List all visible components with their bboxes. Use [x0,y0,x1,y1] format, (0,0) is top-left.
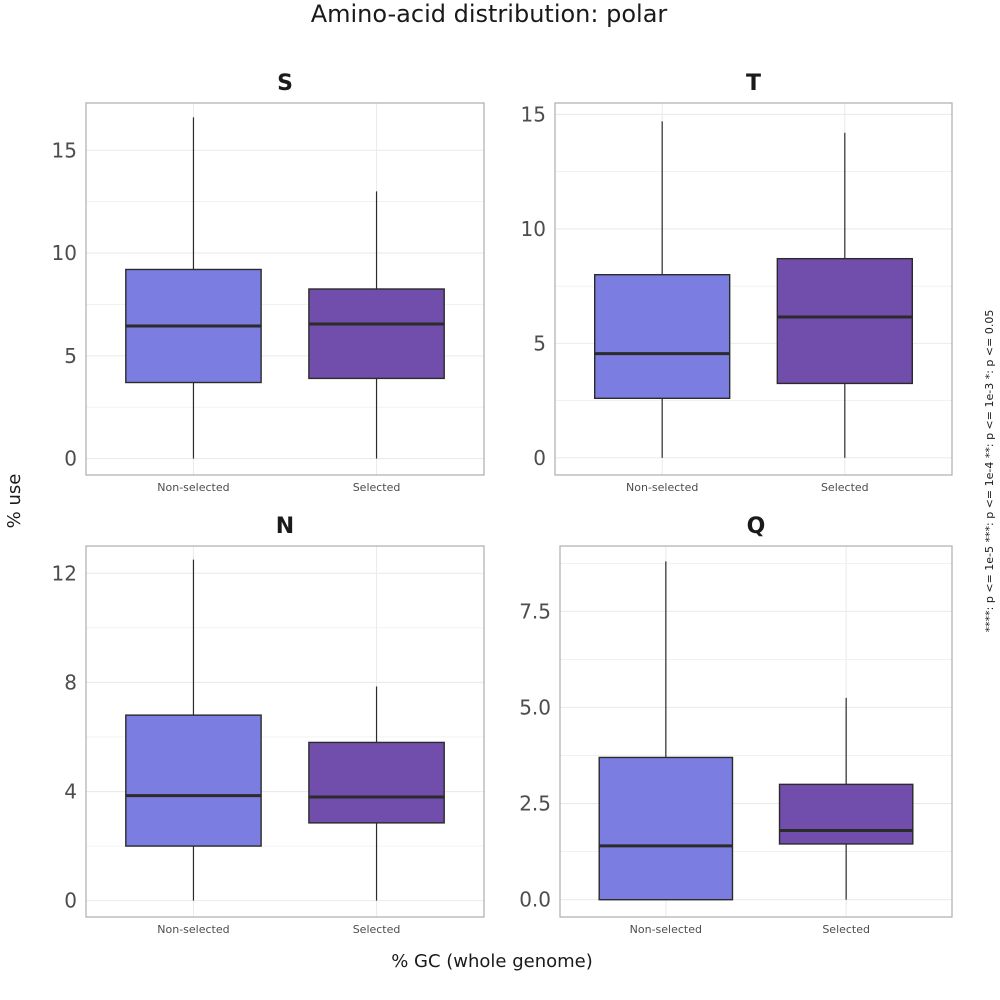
facet-title: N [276,514,294,539]
chart-title: Amino-acid distribution: polar [311,0,668,28]
y-tick-label: 10 [52,241,77,265]
facet-panel-N: 0 4 8 12 Non-selected Selected N [52,514,485,936]
y-tick-label: 10 [521,217,546,241]
box-non-selected [598,756,734,901]
y-tick-label: 5 [533,331,546,355]
x-tick-label: Selected [822,923,870,936]
y-tick-label: 7.5 [519,599,551,623]
panel-border [85,545,485,918]
y-tick-label: 5 [64,344,77,368]
panel-border [554,102,953,476]
x-tick-label: Non-selected [630,923,702,936]
facet-title: S [277,71,293,96]
box-non-selected [125,714,262,847]
facet-title: Q [747,514,766,539]
y-tick-label: 0 [64,447,77,471]
y-tick-label: 0 [64,889,77,913]
x-tick-label: Non-selected [626,481,698,494]
facet-panel-T: 0 5 10 15 Non-selected Selected T [521,71,953,494]
panel-border [85,102,485,476]
facet-title: T [746,71,761,96]
x-tick-label: Non-selected [157,481,229,494]
y-tick-label: 0 [533,446,546,470]
significance-note: ****: p <= 1e-5 ***: p <= 1e-4 **: p <= … [983,310,996,633]
box-non-selected [594,273,731,400]
box-selected [776,257,914,385]
x-tick-label: Non-selected [157,923,229,936]
y-axis-label: % use [4,474,25,529]
y-tick-label: 8 [64,670,77,694]
box-selected [308,741,445,824]
facet-panel-Q: 0.0 2.5 5.0 7.5 Non-selected Selected Q [519,514,953,936]
facet-panels: 0 5 10 15 Non-selected Selected S 0 5 10 15 Non-sel… [52,71,953,936]
y-tick-label: 4 [64,780,77,804]
y-tick-label: 12 [52,561,77,585]
x-tick-label: Selected [353,481,401,494]
y-tick-label: 2.5 [519,792,551,816]
panel-border [559,545,953,918]
box-selected [778,783,914,845]
y-tick-label: 15 [521,102,546,126]
y-tick-label: 15 [52,138,77,162]
y-tick-label: 0.0 [519,888,551,912]
x-tick-label: Selected [821,481,869,494]
y-tick-label: 5.0 [519,695,551,719]
x-tick-label: Selected [353,923,401,936]
facet-panel-S: 0 5 10 15 Non-selected Selected S [52,71,485,494]
x-axis-label: % GC (whole genome) [391,951,593,972]
box-selected [308,288,445,380]
